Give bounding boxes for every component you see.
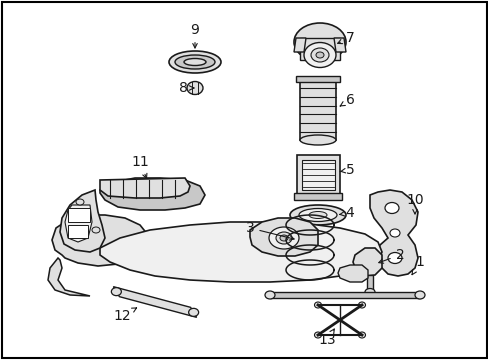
Polygon shape	[352, 248, 381, 276]
Polygon shape	[249, 218, 317, 256]
Polygon shape	[296, 155, 339, 195]
Text: 11: 11	[131, 155, 148, 178]
Text: 5: 5	[339, 163, 354, 177]
Ellipse shape	[387, 252, 401, 264]
Polygon shape	[68, 208, 90, 222]
Ellipse shape	[268, 227, 298, 249]
Ellipse shape	[389, 229, 399, 237]
Polygon shape	[52, 215, 148, 266]
Polygon shape	[299, 78, 335, 140]
Polygon shape	[100, 222, 381, 282]
Polygon shape	[65, 205, 92, 242]
Text: 7: 7	[337, 31, 354, 45]
Text: 6: 6	[340, 93, 354, 107]
Polygon shape	[366, 275, 372, 292]
Ellipse shape	[384, 202, 398, 213]
Ellipse shape	[175, 55, 215, 69]
Polygon shape	[100, 178, 204, 210]
Polygon shape	[299, 38, 339, 60]
Ellipse shape	[314, 332, 321, 338]
Ellipse shape	[76, 199, 84, 205]
Ellipse shape	[358, 302, 365, 308]
Ellipse shape	[289, 205, 346, 225]
Polygon shape	[293, 193, 341, 200]
Polygon shape	[269, 292, 419, 298]
Ellipse shape	[186, 81, 203, 94]
Polygon shape	[60, 190, 105, 252]
Ellipse shape	[414, 291, 424, 299]
Ellipse shape	[314, 302, 321, 308]
Polygon shape	[369, 190, 417, 276]
Ellipse shape	[364, 288, 374, 296]
Ellipse shape	[308, 211, 326, 219]
Ellipse shape	[183, 58, 205, 66]
Ellipse shape	[298, 208, 336, 221]
Ellipse shape	[169, 51, 221, 73]
Text: 9: 9	[190, 23, 199, 48]
Ellipse shape	[358, 332, 365, 338]
Ellipse shape	[92, 227, 100, 233]
Ellipse shape	[275, 232, 291, 244]
Ellipse shape	[188, 309, 198, 316]
Polygon shape	[333, 38, 346, 52]
Polygon shape	[100, 178, 190, 198]
Polygon shape	[48, 258, 90, 296]
Text: 4: 4	[339, 206, 354, 220]
Ellipse shape	[310, 48, 328, 62]
Ellipse shape	[315, 52, 324, 58]
Ellipse shape	[304, 42, 335, 68]
Text: 2: 2	[378, 248, 404, 263]
Text: 3: 3	[245, 221, 293, 240]
Polygon shape	[293, 38, 305, 52]
Polygon shape	[68, 225, 88, 238]
Text: 1: 1	[411, 255, 424, 275]
Ellipse shape	[299, 135, 335, 145]
Text: 12: 12	[113, 308, 136, 323]
Ellipse shape	[280, 235, 287, 241]
Text: 8: 8	[178, 81, 193, 95]
Ellipse shape	[293, 23, 346, 61]
Polygon shape	[302, 160, 334, 190]
Text: 10: 10	[406, 193, 423, 214]
Polygon shape	[337, 265, 367, 282]
Polygon shape	[295, 76, 339, 82]
Text: 13: 13	[318, 329, 335, 347]
Polygon shape	[113, 287, 196, 318]
Ellipse shape	[264, 291, 274, 299]
Ellipse shape	[111, 288, 121, 296]
